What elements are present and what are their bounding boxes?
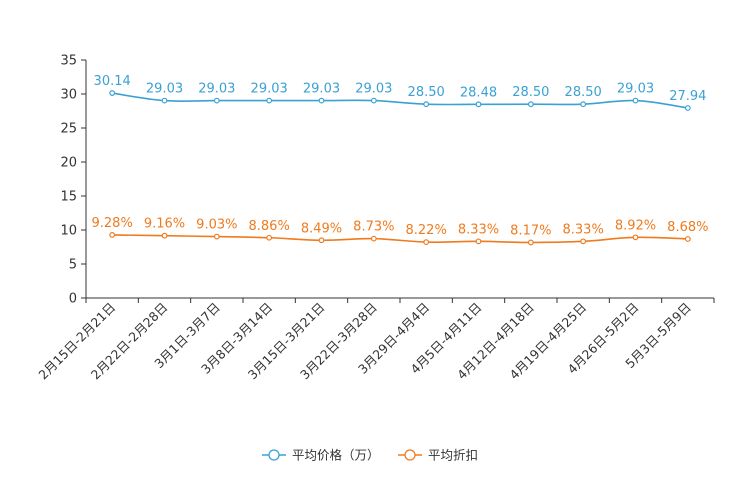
- data-label: 29.03: [617, 82, 654, 97]
- data-point[interactable]: [266, 97, 273, 104]
- legend-item-1[interactable]: 平均价格（万）: [262, 448, 380, 463]
- data-point[interactable]: [370, 97, 377, 104]
- y-tick-label: 20: [60, 156, 77, 171]
- data-point[interactable]: [423, 101, 430, 108]
- data-point[interactable]: [475, 101, 482, 108]
- data-label: 9.28%: [92, 216, 133, 231]
- data-label: 28.50: [408, 85, 445, 100]
- legend-marker: [268, 449, 280, 461]
- legend-marker: [404, 449, 416, 461]
- data-point[interactable]: [318, 97, 325, 104]
- data-label: 28.50: [565, 85, 602, 100]
- data-label: 28.50: [512, 85, 549, 100]
- data-label: 8.33%: [458, 222, 499, 237]
- legend-label: 平均折扣: [428, 448, 478, 463]
- data-label: 29.03: [251, 82, 288, 97]
- data-label: 9.16%: [144, 217, 185, 232]
- data-label: 29.03: [355, 82, 392, 97]
- data-point[interactable]: [632, 234, 639, 241]
- series-2: 9.28% 9.16% 9.03% 8.86% 8.49% 8.73% 8.22% 8.33%…: [92, 216, 708, 246]
- data-point[interactable]: [161, 232, 168, 239]
- data-point[interactable]: [475, 238, 482, 245]
- data-point[interactable]: [684, 236, 691, 242]
- series-line: [112, 92, 688, 109]
- data-point[interactable]: [632, 97, 639, 104]
- data-point[interactable]: [580, 238, 587, 245]
- data-label: 27.94: [669, 89, 706, 104]
- data-point[interactable]: [161, 97, 168, 104]
- y-tick-label: 10: [60, 224, 77, 239]
- y-tick-label: 35: [60, 54, 77, 69]
- data-label: 30.14: [94, 74, 131, 89]
- data-point[interactable]: [527, 101, 534, 108]
- data-point[interactable]: [213, 233, 220, 240]
- y-tick-label: 25: [60, 122, 77, 137]
- legend-label: 平均价格（万）: [292, 448, 380, 463]
- y-tick-label: 15: [60, 190, 77, 205]
- data-point[interactable]: [684, 105, 691, 111]
- data-point[interactable]: [109, 90, 116, 96]
- data-label: 8.73%: [353, 220, 394, 235]
- data-point[interactable]: [213, 97, 220, 104]
- data-point[interactable]: [318, 237, 325, 244]
- data-point[interactable]: [109, 231, 116, 238]
- data-label: 9.03%: [196, 218, 237, 233]
- data-label: 8.68%: [667, 220, 708, 235]
- series-line: [112, 234, 688, 244]
- data-label: 8.33%: [563, 222, 604, 237]
- series-layer: 30.14 29.03 29.03 29.03 29.03 29.03 28.50 28.48…: [92, 74, 708, 246]
- data-point[interactable]: [423, 239, 430, 246]
- data-point[interactable]: [580, 101, 587, 108]
- y-tick-label: 30: [60, 88, 77, 103]
- data-label: 8.22%: [406, 223, 447, 238]
- data-point[interactable]: [266, 234, 273, 241]
- data-label: 28.48: [460, 85, 497, 100]
- data-point[interactable]: [370, 235, 377, 242]
- legend-item-2[interactable]: 平均折扣: [398, 448, 478, 463]
- data-label: 29.03: [146, 82, 183, 97]
- legend[interactable]: 平均价格（万） 平均折扣: [262, 448, 478, 463]
- data-label: 8.49%: [301, 221, 342, 236]
- data-point[interactable]: [527, 239, 534, 246]
- y-tick-label: 5: [69, 258, 77, 273]
- data-label: 8.86%: [249, 219, 290, 234]
- data-label: 8.17%: [510, 223, 551, 238]
- y-tick-label: 0: [69, 292, 77, 307]
- series-1: 30.14 29.03 29.03 29.03 29.03 29.03 28.50 28.48…: [94, 74, 706, 111]
- data-label: 29.03: [303, 82, 340, 97]
- data-label: 29.03: [198, 82, 235, 97]
- data-label: 8.92%: [615, 218, 656, 233]
